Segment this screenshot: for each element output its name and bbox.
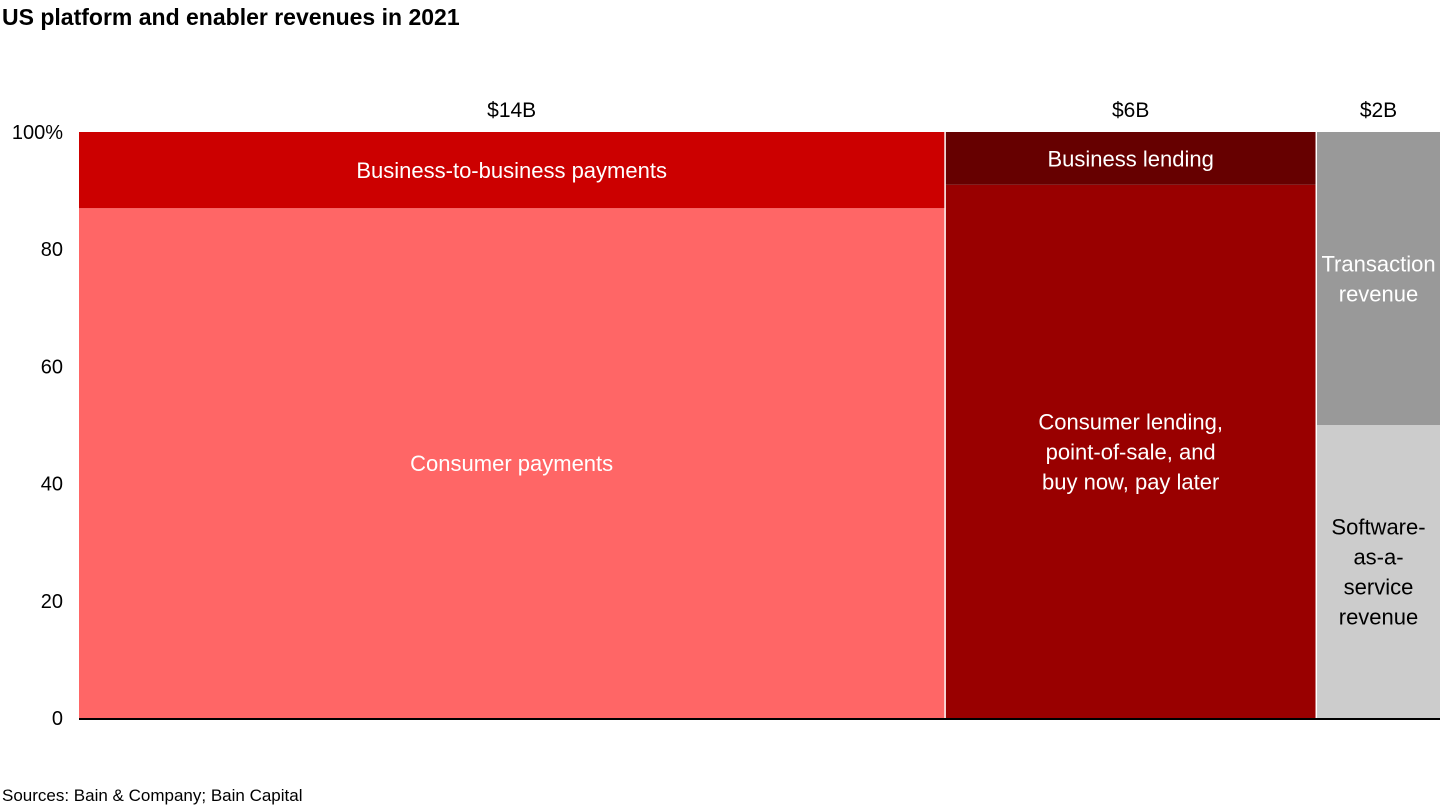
- segment-label: Consumer lending,: [1038, 409, 1223, 434]
- segment-label: Business-to-business payments: [356, 158, 667, 183]
- segment-bar: [945, 184, 1316, 719]
- chart-title: US platform and enabler revenues in 2021: [2, 4, 460, 30]
- source-note: Sources: Bain & Company; Bain Capital: [2, 786, 303, 805]
- segment-bar: [945, 132, 1316, 185]
- segment-label: point-of-sale, and: [1046, 439, 1216, 464]
- segment-label: Business lending: [1048, 146, 1214, 171]
- column-total-label: $6B: [1112, 99, 1149, 122]
- segment-bar: [1317, 425, 1440, 718]
- segment-bar: [79, 132, 945, 209]
- segment-bar: [79, 208, 945, 718]
- column-total-label: $2B: [1360, 99, 1397, 122]
- y-tick-label: 60: [41, 356, 63, 378]
- segment-label: service: [1344, 575, 1414, 600]
- segment-label: revenue: [1339, 605, 1419, 630]
- segment-label: as-a-: [1353, 545, 1403, 570]
- segment-label: Consumer payments: [410, 451, 613, 476]
- segment-label: revenue: [1339, 282, 1419, 307]
- column-total-label: $14B: [487, 99, 536, 122]
- y-tick-label: 0: [52, 708, 63, 730]
- segment-label: Software-: [1331, 515, 1425, 540]
- y-tick-label: 20: [41, 591, 63, 613]
- segment-label: Transaction: [1321, 252, 1435, 277]
- y-tick-label: 40: [41, 474, 63, 496]
- segment-bar: [1317, 132, 1440, 425]
- y-tick-label: 100%: [12, 122, 63, 144]
- y-tick-label: 80: [41, 239, 63, 261]
- segment-label: buy now, pay later: [1042, 469, 1219, 494]
